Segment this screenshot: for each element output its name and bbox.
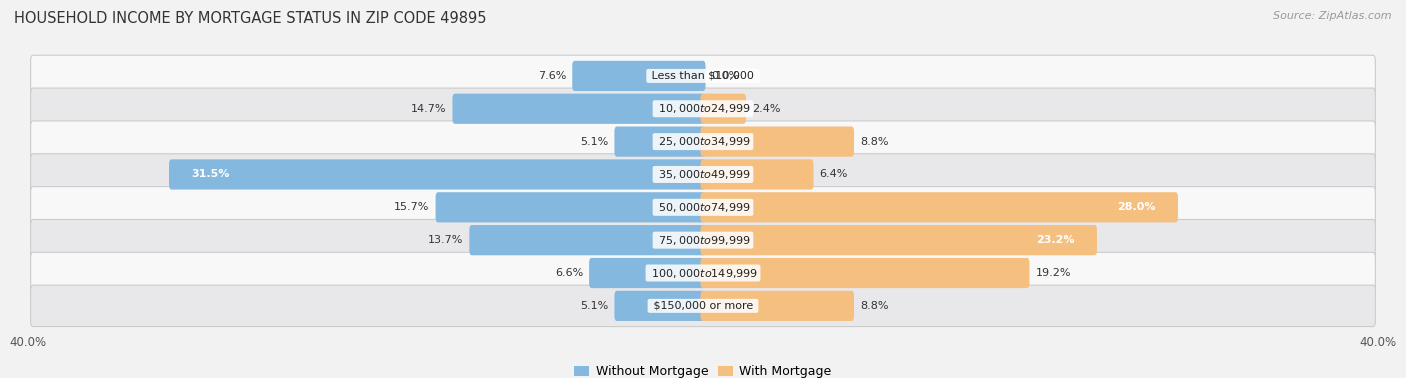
Text: 14.7%: 14.7%: [411, 104, 447, 114]
Text: $10,000 to $24,999: $10,000 to $24,999: [655, 102, 751, 115]
FancyBboxPatch shape: [31, 187, 1375, 228]
Text: 23.2%: 23.2%: [1036, 235, 1074, 245]
Text: 5.1%: 5.1%: [581, 136, 609, 147]
FancyBboxPatch shape: [614, 127, 706, 157]
FancyBboxPatch shape: [31, 121, 1375, 162]
Text: Less than $10,000: Less than $10,000: [648, 71, 758, 81]
FancyBboxPatch shape: [436, 192, 706, 222]
FancyBboxPatch shape: [470, 225, 706, 255]
Text: 28.0%: 28.0%: [1116, 202, 1156, 212]
Text: 5.1%: 5.1%: [581, 301, 609, 311]
FancyBboxPatch shape: [700, 192, 1178, 222]
Text: 2.4%: 2.4%: [752, 104, 780, 114]
Text: 7.6%: 7.6%: [538, 71, 567, 81]
Text: HOUSEHOLD INCOME BY MORTGAGE STATUS IN ZIP CODE 49895: HOUSEHOLD INCOME BY MORTGAGE STATUS IN Z…: [14, 11, 486, 26]
Text: 8.8%: 8.8%: [860, 301, 889, 311]
Text: 6.4%: 6.4%: [820, 169, 848, 180]
FancyBboxPatch shape: [700, 258, 1029, 288]
FancyBboxPatch shape: [572, 61, 706, 91]
FancyBboxPatch shape: [31, 220, 1375, 261]
FancyBboxPatch shape: [31, 88, 1375, 129]
FancyBboxPatch shape: [31, 55, 1375, 97]
Text: 6.6%: 6.6%: [555, 268, 583, 278]
Text: 31.5%: 31.5%: [191, 169, 231, 180]
FancyBboxPatch shape: [169, 160, 706, 190]
FancyBboxPatch shape: [589, 258, 706, 288]
Text: 8.8%: 8.8%: [860, 136, 889, 147]
Text: $150,000 or more: $150,000 or more: [650, 301, 756, 311]
Text: 13.7%: 13.7%: [427, 235, 464, 245]
Text: $75,000 to $99,999: $75,000 to $99,999: [655, 234, 751, 247]
Text: 19.2%: 19.2%: [1035, 268, 1071, 278]
FancyBboxPatch shape: [31, 253, 1375, 294]
FancyBboxPatch shape: [700, 225, 1097, 255]
FancyBboxPatch shape: [453, 94, 706, 124]
Text: 15.7%: 15.7%: [394, 202, 430, 212]
Text: $100,000 to $149,999: $100,000 to $149,999: [648, 266, 758, 279]
FancyBboxPatch shape: [700, 291, 853, 321]
Text: $35,000 to $49,999: $35,000 to $49,999: [655, 168, 751, 181]
Text: $25,000 to $34,999: $25,000 to $34,999: [655, 135, 751, 148]
Text: Source: ZipAtlas.com: Source: ZipAtlas.com: [1274, 11, 1392, 21]
Text: 0.0%: 0.0%: [711, 71, 740, 81]
FancyBboxPatch shape: [31, 285, 1375, 327]
FancyBboxPatch shape: [700, 127, 853, 157]
FancyBboxPatch shape: [700, 160, 814, 190]
Text: $50,000 to $74,999: $50,000 to $74,999: [655, 201, 751, 214]
FancyBboxPatch shape: [614, 291, 706, 321]
FancyBboxPatch shape: [700, 94, 747, 124]
FancyBboxPatch shape: [31, 154, 1375, 195]
Legend: Without Mortgage, With Mortgage: Without Mortgage, With Mortgage: [569, 360, 837, 378]
